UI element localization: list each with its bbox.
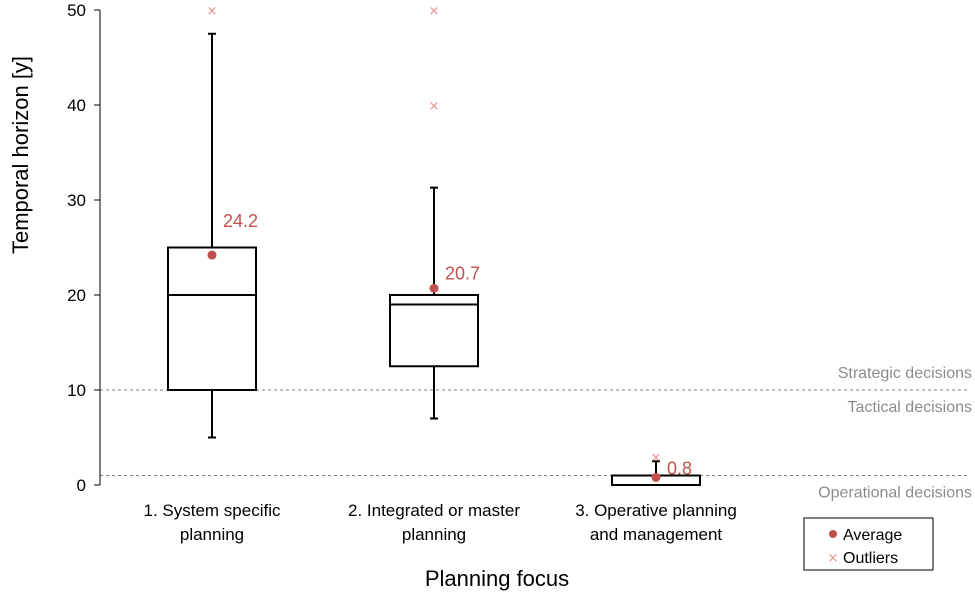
y-tick-label: 30 (67, 191, 86, 210)
category-label: planning (402, 525, 466, 544)
category-label: 3. Operative planning (575, 501, 737, 520)
y-tick-label: 50 (67, 1, 86, 20)
mean-label: 0.8 (667, 458, 692, 478)
y-axis-title: Temporal horizon [y] (8, 56, 33, 254)
box-iqr (389, 294, 479, 368)
zone-label-below: Tactical decisions (848, 399, 973, 416)
category-label: 2. Integrated or master (348, 501, 520, 520)
box-iqr (167, 246, 257, 391)
legend: Average × Outliers (803, 517, 934, 571)
outlier-marker: × (429, 99, 440, 114)
labels: Strategic decisions Tactical decisions Ope… (144, 211, 973, 544)
mean-marker (207, 250, 217, 260)
category-label: 1. System specific (144, 501, 281, 520)
outlier-marker: × (429, 4, 440, 19)
y-tick-label: 10 (67, 381, 86, 400)
y-tick-label: 0 (77, 476, 86, 495)
outlier-marker: × (651, 451, 662, 466)
category-label: planning (180, 525, 244, 544)
mean-marker (429, 283, 439, 293)
legend-outlier-marker: × (828, 551, 839, 566)
y-tick-label: 40 (67, 96, 86, 115)
mean-label: 24.2 (223, 211, 258, 231)
y-tick-label: 20 (67, 286, 86, 305)
category-label: and management (590, 525, 723, 544)
mean-label: 20.7 (445, 263, 480, 283)
mean-marker (651, 472, 661, 482)
legend-average-label: Average (843, 527, 902, 544)
legend-outliers-label: Outliers (843, 550, 898, 567)
legend-average-marker (829, 530, 837, 538)
outlier-marker: × (207, 4, 218, 19)
zone-label-below: Operational decisions (818, 485, 972, 502)
x-axis-title: Planning focus (425, 566, 569, 591)
boxes: × × × × (167, 4, 701, 486)
legend-frame (803, 517, 934, 571)
threshold-lines (100, 389, 970, 476)
zone-label-above: Strategic decisions (838, 365, 972, 382)
y-axis: 0 10 20 30 40 50 (67, 1, 101, 495)
